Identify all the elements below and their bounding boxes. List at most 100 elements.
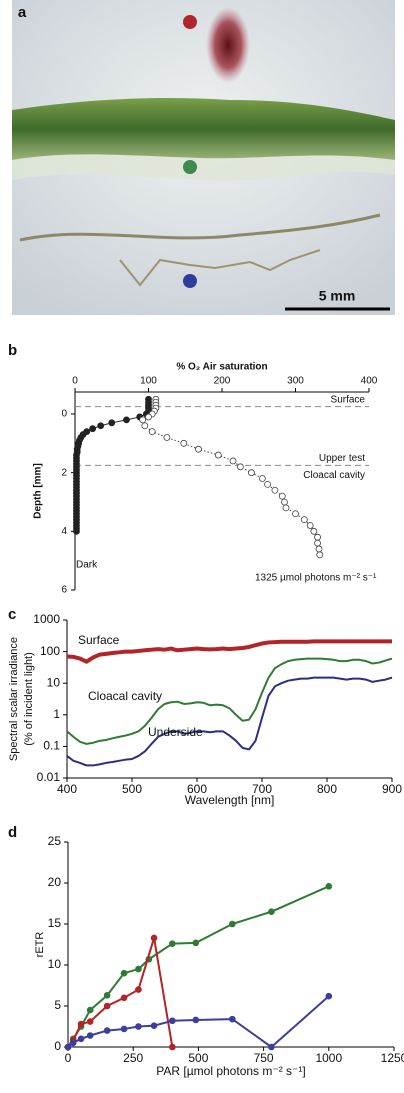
data-point [315,545,323,553]
series-line [67,885,330,1048]
test-edge [119,249,321,287]
x-tick-label: 750 [254,1051,274,1065]
reference-line-label: Surface [331,394,366,405]
chart-panel: c 400 500 600 700 800 900 0.01 0.1 1 10 100 1000 Wave… [8,606,402,807]
data-point [292,510,299,518]
y-tick-label: 5 [54,998,61,1012]
data-point [86,1032,94,1039]
data-point [325,882,333,890]
annotation: Cloacal cavity [303,470,365,481]
series-line [67,936,174,1048]
data-point [259,475,266,482]
red-structure [206,7,250,83]
scale-bar-label: 5 mm [319,288,356,304]
data-point [135,1023,142,1030]
series-label: Surface [78,633,120,647]
data-point [141,422,149,430]
y-axis-title: rETR [34,932,46,958]
series-label: Dark [76,560,98,571]
panel-label: d [8,824,17,841]
data-point [77,1035,85,1043]
x-tick-label: 900 [382,782,402,796]
panel-label: a [18,4,27,21]
x-tick-label: 250 [123,1051,143,1065]
y-tick-label: 0.01 [37,770,61,784]
data-point [135,965,142,973]
series-label: Underside [148,725,203,739]
data-point [268,1043,275,1051]
series-line [66,676,393,767]
data-point [180,439,188,447]
data-point [145,413,152,421]
data-point [108,419,116,427]
data-point [214,451,222,459]
y-tick-label: 1000 [33,612,60,626]
series-label: 1325 µmol photons m⁻² s⁻¹ [255,573,377,584]
x-tick-label: 1000 [315,1051,342,1065]
x-tick-label: 700 [252,782,272,796]
x-tick-label: 300 [287,376,304,387]
y-tick-label: 10 [47,675,61,689]
panel-label: b [8,342,17,359]
y-tick-label: 2 [61,467,67,478]
y-tick-label: 0 [61,409,67,420]
data-point [64,1043,72,1051]
data-point [139,416,147,424]
data-point [69,1039,77,1047]
data-point [281,498,288,506]
data-point [278,492,286,500]
x-tick-label: 800 [317,782,337,796]
data-point [103,992,111,999]
y-tick-label: 15 [48,916,62,930]
data-point [169,1043,176,1051]
data-point [150,934,158,942]
y-tick-label: 0 [54,1039,61,1053]
y-tick-label: 6 [61,585,67,596]
data-point [86,1006,94,1014]
data-point [73,527,80,535]
data-point [120,1025,128,1033]
chart-panel: b 0 100 200 300 400 0 2 4 6 % O₂ Air saturation Dep… [8,342,378,596]
data-point [169,1017,176,1025]
data-point [89,425,97,433]
data-point [169,940,176,947]
data-point [229,1015,236,1023]
position-dot-surface [183,15,197,29]
profile-line [141,399,321,555]
data-point [86,1018,94,1025]
series-line [66,657,393,745]
y-axis-title: (% of incident light) [23,652,35,746]
x-tick-label: 100 [140,376,157,387]
data-point [192,1016,200,1024]
data-point [300,516,308,523]
data-point [247,469,255,477]
y-tick-label: 20 [48,875,62,889]
x-tick-label: 400 [57,782,77,796]
data-point [314,539,321,547]
position-dot-cavity [183,160,197,174]
y-axis-title: Spectral scalar irradiance [8,637,20,761]
data-point [195,445,202,453]
data-point [268,908,275,915]
data-point [103,1027,111,1034]
data-point [97,422,105,430]
x-axis-title: % O₂ Air saturation [176,362,267,373]
data-point [229,457,237,465]
y-tick-label: 1 [53,707,60,721]
data-point [135,986,142,993]
data-point [306,522,314,529]
data-point [310,527,318,535]
x-tick-label: 600 [187,782,207,796]
data-point [316,551,324,559]
x-tick-label: 400 [361,376,378,387]
data-point [120,969,128,977]
data-point [264,480,271,488]
data-point [148,428,156,436]
y-tick-label: 0.1 [43,739,60,753]
x-tick-label: 0 [72,376,78,387]
data-point [192,939,200,947]
data-point [123,416,130,424]
